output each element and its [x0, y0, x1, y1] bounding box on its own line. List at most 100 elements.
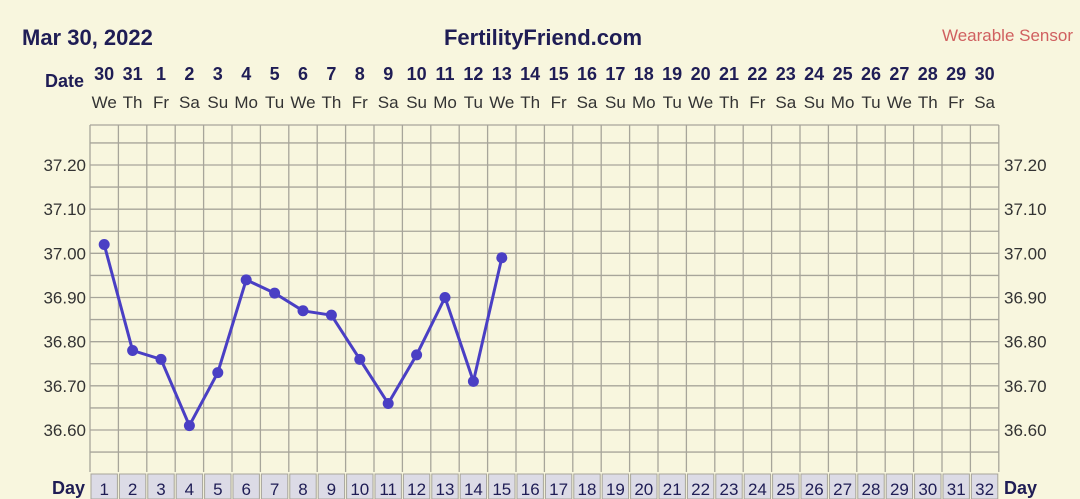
day-cell	[90, 473, 118, 499]
day-cell	[743, 473, 772, 499]
weekday-label: Mo	[234, 93, 258, 112]
day-number: 13	[436, 480, 455, 499]
day-cell	[346, 473, 374, 499]
temperature-point	[98, 239, 110, 250]
temperature-series	[98, 239, 508, 432]
y-tick-label-left: 36.80	[43, 333, 86, 352]
day-cell	[630, 473, 658, 499]
day-cell	[970, 473, 999, 499]
weekday-label: Th	[321, 93, 341, 112]
temperature-point	[411, 349, 423, 361]
weekday-label: We	[92, 93, 117, 112]
day-number: 19	[606, 480, 625, 499]
temperature-point	[297, 305, 309, 317]
day-row: 1 2 3 4 5 6 7 8 9 10 11 12 13 14 15 16 17 18 19 20 21 22 23 24 2…	[90, 473, 999, 499]
date-label: 30	[94, 64, 114, 84]
day-cell	[942, 473, 970, 499]
temperature-point	[240, 274, 252, 286]
weekday-label: We	[489, 93, 514, 112]
day-cell	[175, 473, 204, 499]
date-row: 30 31 1 2 3 4 5 6 7 8 9 10 11 12 13 14 15 16 17 18 19 20 21 22 2…	[94, 64, 994, 84]
weekday-label: We	[290, 93, 315, 112]
date-label: 2	[184, 64, 194, 84]
day-cell	[544, 473, 573, 499]
weekday-label: Su	[804, 93, 825, 112]
y-tick-label-right: 36.60	[1004, 421, 1047, 440]
date-label: 8	[355, 64, 365, 84]
weekday-label: We	[688, 93, 713, 112]
day-number: 12	[407, 480, 426, 499]
date-label: 27	[889, 64, 909, 84]
date-label: 5	[270, 64, 280, 84]
date-label: 21	[719, 64, 739, 84]
date-label: 1	[156, 64, 166, 84]
day-cell	[488, 473, 516, 499]
date-label: 31	[123, 64, 143, 84]
date-label: 7	[326, 64, 336, 84]
day-cell	[402, 473, 431, 499]
temperature-point	[155, 353, 167, 365]
day-number: 25	[776, 480, 795, 499]
weekday-label: Mo	[831, 93, 855, 112]
date-row-label: Date	[45, 71, 84, 91]
weekday-label: Tu	[861, 93, 880, 112]
weekday-row: We Th Fr Sa Su Mo Tu We Th Fr Sa Su Mo Tu We Th Fr Sa Su Mo…	[92, 93, 996, 112]
weekday-label: Th	[719, 93, 739, 112]
day-cell	[828, 473, 857, 499]
day-number: 21	[663, 480, 682, 499]
y-tick-label-left: 37.00	[43, 244, 86, 263]
chart-date: Mar 30, 2022	[22, 25, 153, 50]
temperature-point	[467, 375, 479, 387]
day-cell	[800, 473, 828, 499]
day-number: 24	[748, 480, 767, 499]
y-tick-label-left: 36.60	[43, 421, 86, 440]
day-number: 16	[521, 480, 540, 499]
day-number: 27	[833, 480, 852, 499]
day-number: 3	[156, 480, 165, 499]
weekday-label: Fr	[153, 93, 169, 112]
weekday-label: Fr	[749, 93, 765, 112]
day-number: 8	[298, 480, 307, 499]
date-label: 6	[298, 64, 308, 84]
date-label: 25	[833, 64, 853, 84]
date-label: 26	[861, 64, 881, 84]
date-label: 12	[463, 64, 483, 84]
day-number: 23	[720, 480, 739, 499]
date-label: 11	[435, 64, 454, 84]
day-number: 20	[634, 480, 653, 499]
day-number: 29	[890, 480, 909, 499]
day-row-label-left: Day	[52, 478, 85, 498]
date-label: 30	[975, 64, 995, 84]
day-number: 7	[270, 480, 279, 499]
date-label: 20	[691, 64, 711, 84]
day-number: 32	[975, 480, 994, 499]
y-axis-right: 37.20 37.10 37.00 36.90 36.80 36.70 36.60	[1004, 156, 1047, 440]
weekday-label: Th	[520, 93, 540, 112]
day-number: 17	[549, 480, 568, 499]
temperature-point	[354, 353, 366, 365]
weekday-label: Sa	[179, 93, 200, 112]
weekday-label: Sa	[378, 93, 399, 112]
day-number: 18	[578, 480, 597, 499]
site-name: FertilityFriend.com	[444, 25, 642, 50]
day-number: 4	[185, 480, 194, 499]
weekday-label: Tu	[265, 93, 284, 112]
sensor-source: Wearable Sensor	[942, 26, 1073, 45]
weekday-label: Mo	[433, 93, 457, 112]
temperature-point	[269, 287, 281, 299]
day-cell	[601, 473, 630, 499]
day-cell	[431, 473, 459, 499]
day-cell	[516, 473, 544, 499]
day-number: 2	[128, 480, 137, 499]
weekday-label: Sa	[974, 93, 995, 112]
weekday-label: Th	[918, 93, 938, 112]
temperature-point	[212, 367, 224, 379]
temperature-point	[439, 292, 451, 303]
y-tick-label-right: 37.10	[1004, 200, 1047, 219]
weekday-label: Mo	[632, 93, 656, 112]
y-tick-label-left: 37.10	[43, 200, 86, 219]
weekday-label: Fr	[551, 93, 567, 112]
